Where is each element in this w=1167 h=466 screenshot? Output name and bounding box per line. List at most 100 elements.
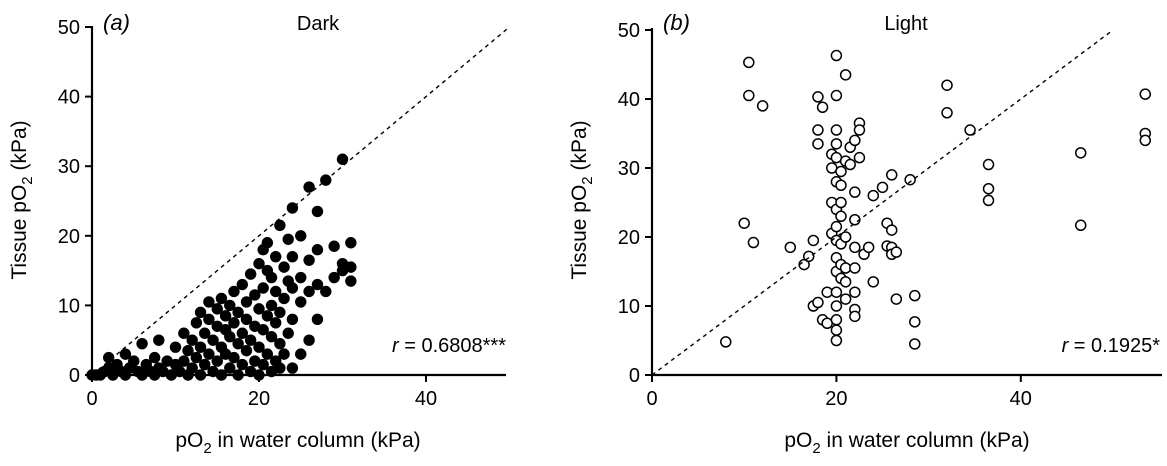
data-point	[278, 292, 290, 305]
data-point	[169, 341, 182, 353]
panel-a-stat: r = 0.6808***	[392, 335, 506, 357]
data-point	[232, 306, 244, 319]
data-point	[853, 124, 866, 136]
data-point	[224, 299, 236, 312]
data-point	[190, 317, 203, 329]
data-point	[830, 124, 843, 136]
data-point	[885, 224, 898, 236]
data-point	[228, 285, 240, 298]
data-point	[743, 89, 755, 102]
data-point	[1074, 147, 1087, 159]
data-point	[199, 327, 211, 339]
panel-a-x-axis-label: pO2 in water column (kPa)	[175, 429, 420, 457]
x-tick-label: 0	[646, 388, 657, 410]
data-point	[830, 334, 843, 347]
data-point	[839, 69, 852, 81]
data-point	[720, 336, 732, 348]
data-point	[320, 285, 332, 298]
panel-b-x-ticks: 0 20 40	[646, 375, 1032, 410]
data-point	[849, 310, 861, 323]
data-point	[244, 268, 257, 280]
y-tick-label: 20	[618, 227, 640, 249]
data-point	[849, 241, 861, 254]
panel-a-y-axis-label: Tissue pO2 (kPa)	[8, 120, 36, 279]
data-point	[102, 351, 115, 364]
panel-b-y-axis-label: Tissue pO2 (kPa)	[568, 120, 596, 279]
data-point	[186, 362, 198, 374]
data-point	[178, 327, 190, 339]
data-point	[128, 355, 140, 367]
data-point	[148, 351, 161, 364]
data-point	[844, 158, 856, 171]
panel-a-y-ticks: 0 10 20 30 40 50	[58, 17, 92, 387]
data-point	[240, 313, 253, 326]
data-point	[303, 181, 315, 193]
data-point	[228, 351, 240, 364]
data-point	[211, 355, 223, 367]
data-point	[261, 348, 274, 360]
data-point	[807, 234, 820, 247]
data-point	[211, 303, 223, 315]
data-point	[303, 334, 315, 346]
data-point	[909, 316, 921, 328]
data-point	[830, 314, 843, 326]
panel-b-x-axis-label: pO2 in water column (kPa)	[784, 429, 1029, 457]
data-point	[274, 337, 286, 350]
data-point	[738, 217, 750, 229]
y-tick-label: 10	[58, 295, 80, 317]
data-point	[253, 341, 265, 353]
data-point	[224, 331, 236, 343]
x-tick-label: 40	[415, 388, 437, 410]
data-point	[240, 296, 253, 308]
y-tick-label: 10	[618, 296, 640, 318]
panel-a-points	[86, 153, 357, 381]
x-tick-label: 20	[825, 388, 847, 410]
data-point	[890, 246, 903, 258]
data-point	[909, 338, 921, 350]
data-point	[303, 254, 315, 266]
data-point	[282, 233, 294, 245]
data-point	[244, 334, 257, 346]
data-point	[228, 317, 240, 329]
data-point	[278, 348, 290, 360]
data-point	[274, 362, 286, 374]
data-point	[890, 293, 903, 305]
data-point	[278, 261, 290, 273]
panel-a-dark: 0 10 20 30 40 50 0 20 40 (a) Dark r = 0.6808***…	[8, 10, 510, 457]
panel-b-title: Light	[884, 13, 928, 35]
data-point	[876, 181, 889, 194]
data-point	[261, 237, 274, 249]
data-point	[816, 101, 829, 114]
panel-a-title: Dark	[297, 13, 340, 35]
data-point	[295, 348, 307, 360]
data-point	[270, 285, 282, 298]
data-point	[265, 331, 278, 343]
data-point	[328, 271, 340, 284]
data-point	[311, 205, 324, 218]
data-point	[336, 153, 349, 165]
data-point	[295, 230, 307, 242]
data-point	[853, 151, 866, 164]
x-tick-label: 40	[1010, 388, 1032, 410]
data-point	[224, 362, 236, 374]
data-point	[756, 100, 769, 112]
data-point	[199, 358, 211, 371]
data-point	[253, 257, 265, 270]
data-point	[345, 275, 357, 287]
y-tick-label: 30	[58, 156, 80, 178]
data-point	[274, 219, 286, 232]
data-point	[328, 240, 340, 252]
y-tick-label: 40	[618, 89, 640, 111]
data-point	[849, 262, 861, 274]
data-point	[295, 271, 307, 284]
data-point	[830, 286, 843, 298]
panel-b-label: (b)	[663, 10, 690, 35]
data-point	[867, 276, 880, 288]
data-point	[849, 134, 861, 147]
data-point	[867, 189, 880, 202]
data-point	[835, 196, 847, 209]
data-point	[286, 250, 299, 263]
y-tick-label: 40	[58, 87, 80, 109]
data-point	[236, 327, 249, 339]
